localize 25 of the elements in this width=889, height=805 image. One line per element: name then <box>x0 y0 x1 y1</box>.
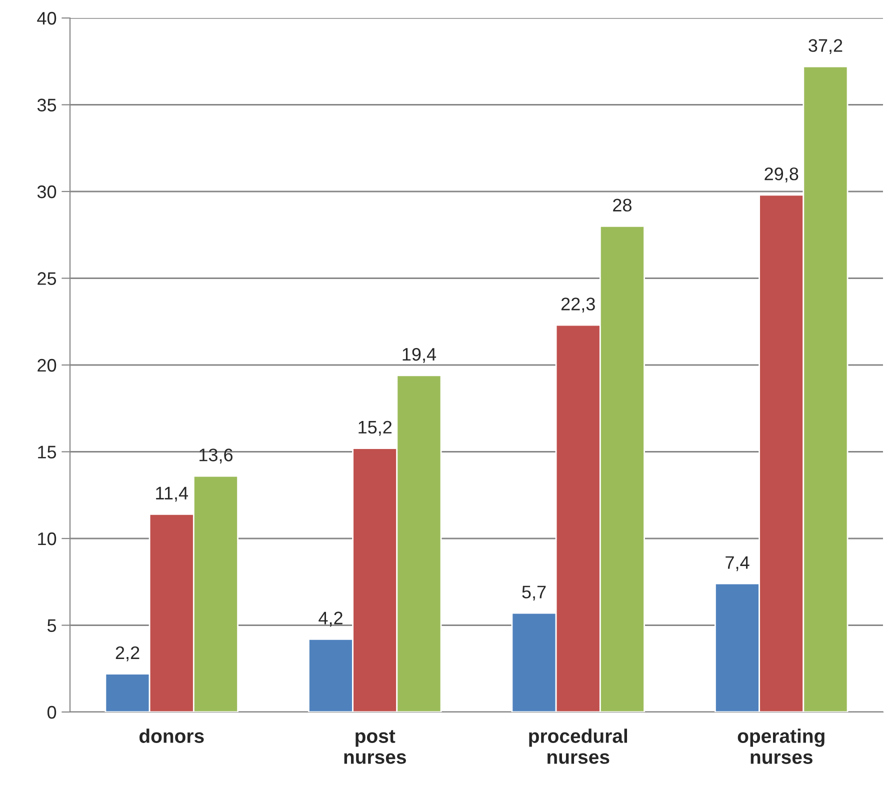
y-tick-label: 15 <box>38 446 56 458</box>
y-tick-label: 40 <box>37 12 56 25</box>
data-label: 29,8 <box>764 168 798 182</box>
data-label: 13,6 <box>200 448 233 464</box>
x-tick-label: operating nurses <box>738 728 824 764</box>
x-tick-label: post nurses <box>344 730 406 764</box>
data-label: 5,7 <box>522 586 546 601</box>
y-tick-label: 20 <box>38 358 56 372</box>
data-label: 22,3 <box>561 298 595 313</box>
y-tick-label: 25 <box>38 272 56 285</box>
y-tick-label: 35 <box>37 98 56 112</box>
data-label: 37,2 <box>808 39 842 54</box>
data-label: 15,2 <box>358 420 392 436</box>
data-label: 11,4 <box>156 486 188 502</box>
x-tick-label: donors <box>139 728 204 743</box>
x-tick-label: procedural nurses <box>529 728 627 764</box>
data-label: 2,2 <box>116 646 140 662</box>
data-label: 7,4 <box>726 556 750 572</box>
y-tick-label: 30 <box>37 185 56 198</box>
y-tick-label: 5 <box>47 619 56 632</box>
data-label: 19,4 <box>402 348 436 363</box>
data-label: 4,2 <box>318 612 342 627</box>
data-label: 28 <box>613 198 632 212</box>
y-tick-label: 0 <box>47 706 56 719</box>
y-tick-label: 10 <box>38 532 56 546</box>
